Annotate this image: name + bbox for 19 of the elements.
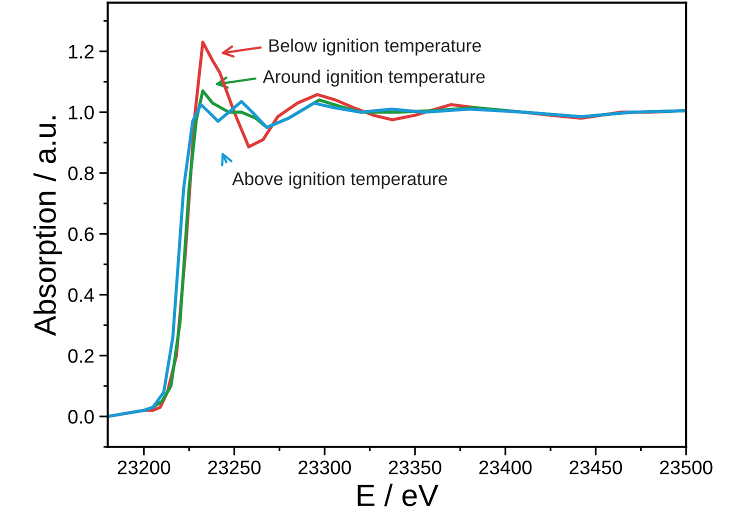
- y-tick-label: 0.0: [68, 410, 94, 424]
- x-tick-label: 23350: [388, 460, 442, 474]
- x-tick-label: 23400: [479, 460, 532, 474]
- y-tick-label: 1.2: [69, 44, 94, 58]
- x-tick-label: 23200: [118, 460, 170, 474]
- x-tick-label: 23300: [298, 460, 351, 474]
- x-tick-label: 23450: [570, 460, 622, 474]
- y-axis-title: Absorption / a.u.: [33, 116, 62, 336]
- y-tick-label: 0.4: [68, 288, 94, 302]
- x-tick-label: 23250: [208, 460, 261, 474]
- x-axis-title: E / eV: [358, 484, 438, 506]
- y-tick-label: 0.2: [68, 349, 94, 363]
- y-tick-label: 0.6: [68, 227, 94, 242]
- annotation: Around ignition temperature: [262, 70, 485, 87]
- y-tick-label: 1.0: [69, 106, 94, 120]
- annotation: Above ignition temperature: [232, 172, 448, 189]
- x-tick-label: 23500: [660, 460, 712, 474]
- annotation: Below ignition temperature: [269, 38, 481, 56]
- y-tick-label: 0.8: [68, 166, 94, 180]
